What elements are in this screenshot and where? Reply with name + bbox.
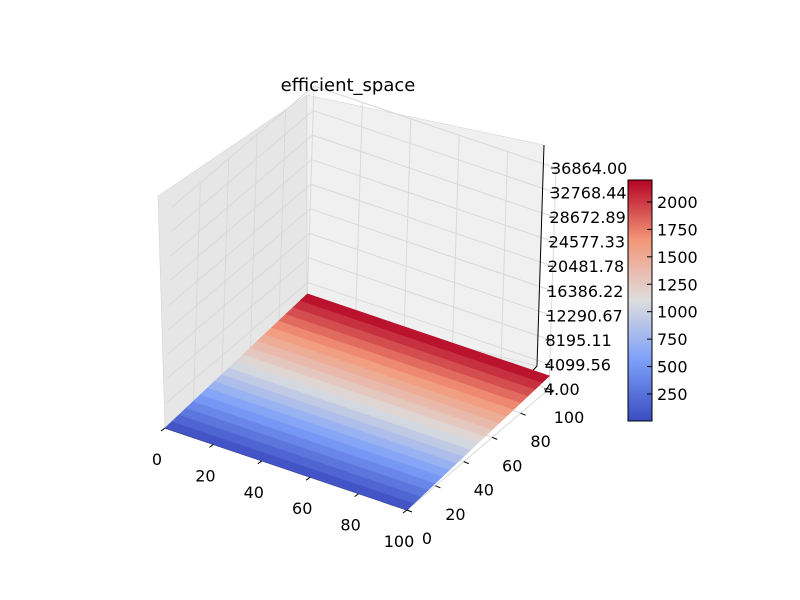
- z-tick-label: 8195.11: [546, 331, 612, 350]
- x-tick-label: 80: [340, 516, 360, 535]
- x-tick-mark: [160, 427, 166, 432]
- y-tick-label: 40: [474, 481, 494, 500]
- z-grid-line: [170, 109, 556, 232]
- side-grid-line: [306, 85, 315, 308]
- colorbar: 250 500 750 1000 1250 1500 1750 2000: [627, 179, 698, 422]
- x-tick-mark: [402, 509, 408, 514]
- colorbar-tick-label: 1500: [657, 248, 698, 267]
- y-tick-mark: [520, 412, 526, 416]
- z-tick-label: 36864.00: [551, 159, 627, 178]
- x-tick-mark: [305, 476, 311, 481]
- x-tick-mark: [354, 493, 359, 498]
- z-grid-line: [170, 134, 555, 257]
- x-tick-mark: [209, 443, 214, 448]
- colorbar-ticks: 250 500 750 1000 1250 1500 1750 2000: [647, 193, 698, 404]
- side-grid-line: [221, 158, 230, 380]
- z-axis-line: [536, 144, 545, 367]
- y-tick-mark: [406, 509, 413, 513]
- z-grid-line: [167, 232, 552, 355]
- back-grid-line: [500, 151, 509, 373]
- floor-grid-line: [406, 388, 550, 511]
- back-grid-line: [548, 167, 557, 390]
- back-grid-line: [354, 102, 363, 324]
- surface-band: [299, 293, 550, 383]
- x-tick-label: 60: [292, 499, 312, 518]
- x-axis-ticks: 0 20 40 60 80 100: [152, 427, 415, 551]
- y-tick-label: 100: [554, 408, 585, 427]
- colorbar-tick-label: 500: [657, 358, 688, 377]
- colorbar-tick-label: 250: [657, 385, 688, 404]
- x-tick-label: 40: [244, 483, 264, 502]
- back-grid-line: [451, 135, 460, 357]
- y-tick-mark: [463, 461, 469, 465]
- colorbar-tick-label: 1250: [657, 275, 698, 294]
- side-grid-line: [278, 110, 287, 332]
- z-axis-ticks: 4.00 4099.56 8195.11 12290.67 16386.22 20481.…: [544, 159, 627, 399]
- z-grid-line: [165, 281, 550, 404]
- z-tick-label: 24577.33: [549, 233, 625, 252]
- y-tick-label: 0: [422, 529, 432, 548]
- colorbar-tick-label: 1750: [657, 220, 698, 239]
- z-grid-line: [171, 85, 557, 208]
- z-tick-label: 12290.67: [546, 306, 622, 325]
- y-tick-mark: [548, 388, 555, 392]
- x-tick-label: 20: [195, 466, 215, 485]
- x-tick-label: 0: [152, 450, 162, 469]
- colorbar-bar: [627, 179, 653, 422]
- z-grid-line: [167, 208, 553, 331]
- y-tick-label: 20: [445, 505, 465, 524]
- z-tick-label: 4099.56: [545, 355, 611, 374]
- z-tick-label: 28672.89: [549, 208, 625, 227]
- colorbar-tick-label: 2000: [657, 193, 698, 212]
- colorbar-tick-label: 750: [657, 330, 688, 349]
- x-tick-label: 100: [384, 532, 415, 551]
- y-tick-mark: [435, 485, 441, 489]
- z-tick-label: 4.00: [544, 380, 580, 399]
- chart-title: efficient_space: [281, 75, 416, 96]
- back-grid-line: [403, 118, 412, 340]
- y-tick-mark: [492, 436, 498, 440]
- side-grid-line: [249, 134, 258, 356]
- z-tick-label: 20481.78: [548, 257, 624, 276]
- side-grid-line: [192, 182, 201, 404]
- y-tick-label: 80: [530, 432, 550, 451]
- y-tick-label: 60: [502, 456, 522, 475]
- z-tick-label: 32768.44: [550, 184, 626, 203]
- z-grid-line: [168, 183, 554, 306]
- z-tick-label: 16386.22: [547, 282, 623, 301]
- x-tick-mark: [257, 460, 263, 465]
- colorbar-tick-label: 1000: [657, 303, 698, 322]
- z-grid-line: [166, 257, 551, 380]
- z-grid-line: [169, 159, 554, 282]
- surface: [164, 293, 550, 511]
